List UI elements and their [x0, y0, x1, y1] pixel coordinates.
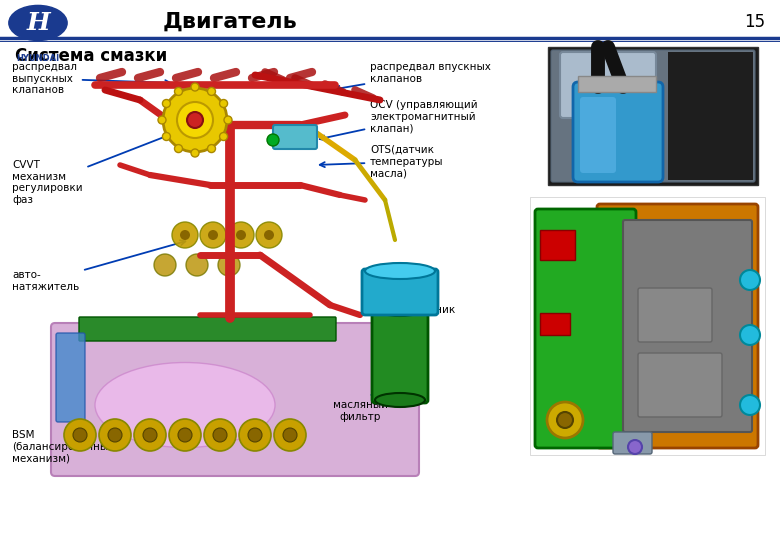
Text: CVVT
механизм
регулировки
фаз: CVVT механизм регулировки фаз — [12, 126, 190, 205]
Circle shape — [175, 87, 183, 96]
Text: Двигатель: Двигатель — [162, 12, 297, 32]
Circle shape — [740, 270, 760, 290]
Circle shape — [180, 230, 190, 240]
Circle shape — [740, 395, 760, 415]
Text: теплообменник: теплообменник — [370, 288, 456, 315]
Circle shape — [187, 112, 203, 128]
Ellipse shape — [375, 393, 425, 407]
Circle shape — [557, 412, 573, 428]
Circle shape — [200, 222, 226, 248]
Circle shape — [172, 222, 198, 248]
Circle shape — [143, 428, 157, 442]
Circle shape — [283, 428, 297, 442]
Circle shape — [264, 230, 274, 240]
Text: Система смазки: Система смазки — [15, 47, 167, 65]
Circle shape — [208, 230, 218, 240]
Circle shape — [547, 402, 583, 438]
Bar — [540, 313, 570, 335]
Ellipse shape — [95, 362, 275, 448]
Circle shape — [162, 132, 170, 140]
FancyBboxPatch shape — [551, 50, 755, 182]
Text: BSM
(балансировочный
механизм): BSM (балансировочный механизм) — [12, 430, 119, 463]
Circle shape — [248, 428, 262, 442]
Text: распредвал впускных
клапанов: распредвал впускных клапанов — [335, 62, 491, 91]
Circle shape — [154, 254, 176, 276]
FancyBboxPatch shape — [273, 125, 317, 149]
Circle shape — [207, 145, 215, 153]
FancyBboxPatch shape — [597, 204, 758, 448]
Circle shape — [204, 419, 236, 451]
Circle shape — [256, 222, 282, 248]
Circle shape — [158, 116, 166, 124]
FancyBboxPatch shape — [580, 97, 616, 173]
Circle shape — [73, 428, 87, 442]
Text: авто-
натяжитель: авто- натяжитель — [12, 240, 186, 292]
Circle shape — [239, 419, 271, 451]
Circle shape — [207, 87, 215, 96]
Circle shape — [108, 428, 122, 442]
Text: распредвал
выпускных
клапанов: распредвал выпускных клапанов — [12, 62, 170, 95]
FancyBboxPatch shape — [56, 333, 85, 422]
Circle shape — [228, 222, 254, 248]
Text: 15: 15 — [744, 13, 765, 31]
Circle shape — [267, 134, 279, 146]
Bar — [548, 47, 758, 185]
Bar — [540, 230, 575, 260]
Circle shape — [186, 254, 208, 276]
Circle shape — [218, 254, 240, 276]
Circle shape — [191, 149, 199, 157]
Circle shape — [177, 102, 213, 138]
FancyBboxPatch shape — [573, 82, 663, 182]
Text: OCV (управляющий
электромагнитный
клапан): OCV (управляющий электромагнитный клапан… — [320, 100, 477, 140]
Ellipse shape — [374, 300, 426, 316]
Circle shape — [175, 145, 183, 153]
Circle shape — [236, 230, 246, 240]
Ellipse shape — [365, 263, 435, 279]
Circle shape — [134, 419, 166, 451]
Circle shape — [64, 419, 96, 451]
FancyBboxPatch shape — [362, 269, 438, 315]
Circle shape — [169, 419, 201, 451]
Bar — [668, 52, 753, 180]
Circle shape — [163, 88, 227, 152]
Circle shape — [99, 419, 131, 451]
Text: масляный
фильтр: масляный фильтр — [332, 359, 397, 422]
FancyBboxPatch shape — [79, 317, 336, 341]
FancyBboxPatch shape — [623, 220, 752, 432]
FancyBboxPatch shape — [638, 288, 712, 342]
Circle shape — [213, 428, 227, 442]
FancyBboxPatch shape — [560, 52, 656, 118]
Text: OTS(датчик
температуры
масла): OTS(датчик температуры масла) — [320, 145, 444, 178]
Ellipse shape — [9, 5, 67, 40]
Circle shape — [191, 83, 199, 91]
FancyBboxPatch shape — [51, 323, 419, 476]
Circle shape — [178, 428, 192, 442]
Circle shape — [274, 419, 306, 451]
Circle shape — [220, 99, 228, 107]
FancyBboxPatch shape — [638, 353, 722, 417]
FancyBboxPatch shape — [613, 432, 652, 454]
Text: H: H — [27, 11, 50, 35]
FancyBboxPatch shape — [535, 209, 636, 448]
Circle shape — [162, 99, 170, 107]
Bar — [530, 197, 765, 455]
Circle shape — [628, 440, 642, 454]
Bar — [578, 76, 656, 92]
Text: HYUNDAI: HYUNDAI — [16, 53, 59, 63]
Circle shape — [224, 116, 232, 124]
Circle shape — [220, 132, 228, 140]
FancyBboxPatch shape — [372, 307, 428, 403]
Circle shape — [740, 325, 760, 345]
